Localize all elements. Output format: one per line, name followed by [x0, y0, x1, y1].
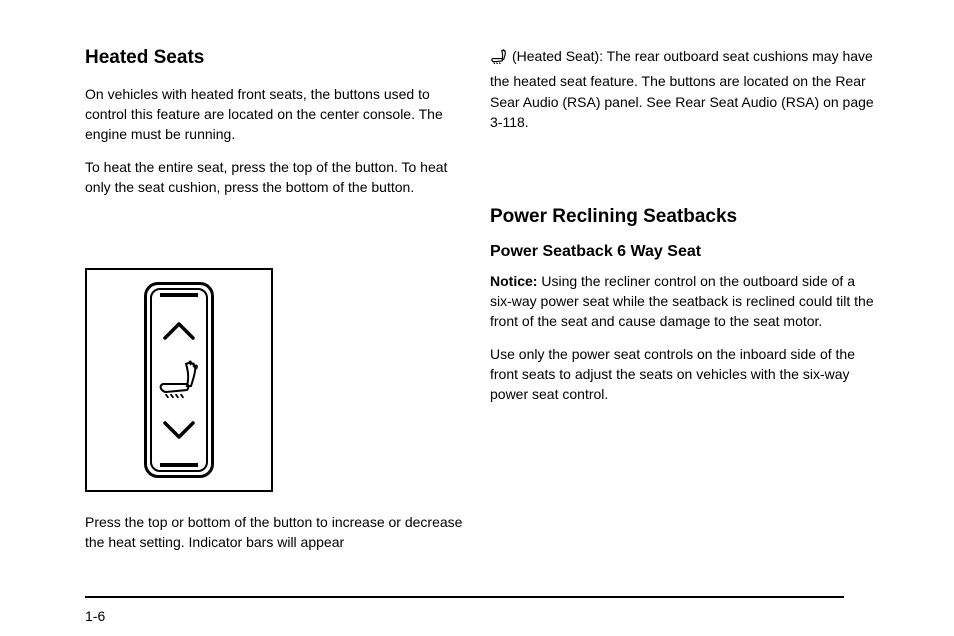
- chevron-up-icon: [162, 320, 196, 342]
- page: Heated Seats On vehicles with heated fro…: [0, 0, 954, 636]
- paragraph: Use only the power seat controls on the …: [490, 344, 880, 405]
- subheading-power-seatback: Power Seatback 6 Way Seat: [490, 243, 880, 261]
- indicator-bar-top: [160, 293, 198, 297]
- paragraph: To heat the entire seat, press the top o…: [85, 157, 465, 198]
- paragraph-text: (Heated Seat): The rear outboard seat cu…: [490, 48, 874, 130]
- figure-heated-seat-switch: [85, 268, 273, 492]
- page-number: 1-6: [85, 608, 105, 624]
- indicator-bar-bottom: [160, 463, 198, 467]
- footer-rule: [85, 596, 844, 598]
- left-column: Heated Seats On vehicles with heated fro…: [85, 46, 465, 209]
- heated-seat-icon: [156, 360, 202, 400]
- chevron-down-icon: [162, 419, 196, 441]
- notice-paragraph: Notice: Using the recliner control on th…: [490, 271, 880, 332]
- heading-power-reclining-seatbacks: Power Reclining Seatbacks: [490, 205, 880, 229]
- paragraph: On vehicles with heated front seats, the…: [85, 84, 465, 145]
- heading-heated-seats: Heated Seats: [85, 46, 465, 70]
- heated-seat-icon: [490, 48, 508, 71]
- paragraph-with-icon: (Heated Seat): The rear outboard seat cu…: [490, 46, 880, 132]
- notice-label: Notice:: [490, 273, 537, 289]
- paragraph: Press the top or bottom of the button to…: [85, 512, 465, 553]
- notice-body: Using the recliner control on the outboa…: [490, 273, 874, 330]
- rocker-switch: [144, 282, 214, 478]
- right-column: (Heated Seat): The rear outboard seat cu…: [490, 46, 880, 144]
- right-section-power-seatbacks: Power Reclining Seatbacks Power Seatback…: [490, 205, 880, 417]
